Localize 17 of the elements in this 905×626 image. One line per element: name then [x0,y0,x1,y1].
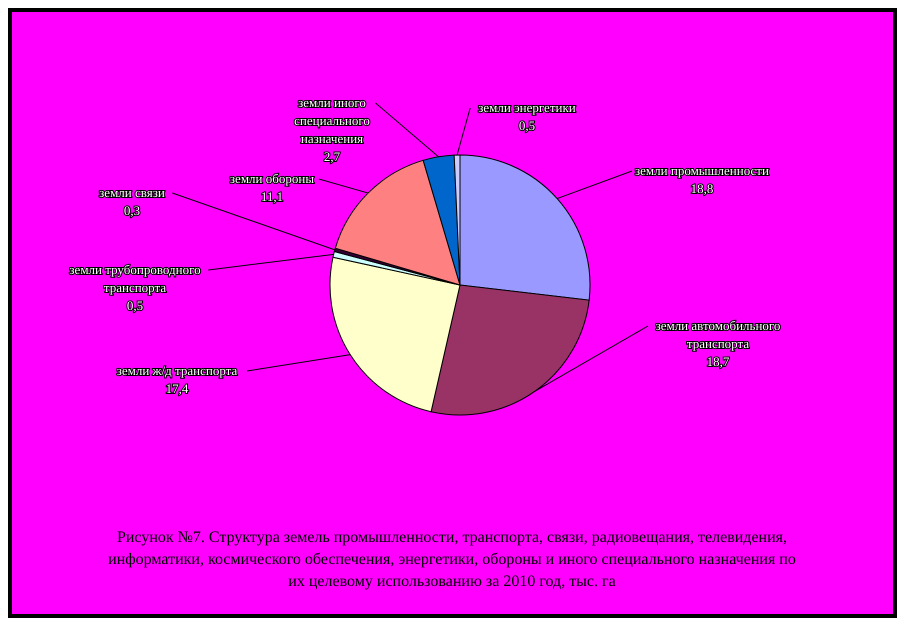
slice-label: земли трубопроводного транспорта [69,262,201,295]
data-label: 18,7 [706,354,730,369]
slice-label: земли иного специального назначения [294,95,370,146]
slice-label: земли энергетики [478,100,576,115]
data-label: 0,5 [518,118,536,133]
slice-label: земли ж/д транспорта [116,363,238,378]
slice-label: земли автомобильного транспорта [656,318,780,351]
text: Рисунок №7. Структура земель промышленности, транспорта, связи, радиовещания, телевидения, информатики, космического обеспечения, энергетики, обороны и иного специального назначения по их целевому использованию за 2010 год, тыс. га [107,528,797,592]
slice-label: земли связи [99,185,165,200]
data-label: 0,5 [126,298,144,313]
slice-label: земли обороны [230,171,314,186]
data-label: 2,7 [324,149,341,164]
data-label: 11,1 [260,189,284,204]
slice-label: земли промышленности [635,163,769,178]
data-label: 0,3 [124,203,140,218]
data-label: 17,4 [166,381,189,396]
data-label: 18,8 [690,181,714,196]
